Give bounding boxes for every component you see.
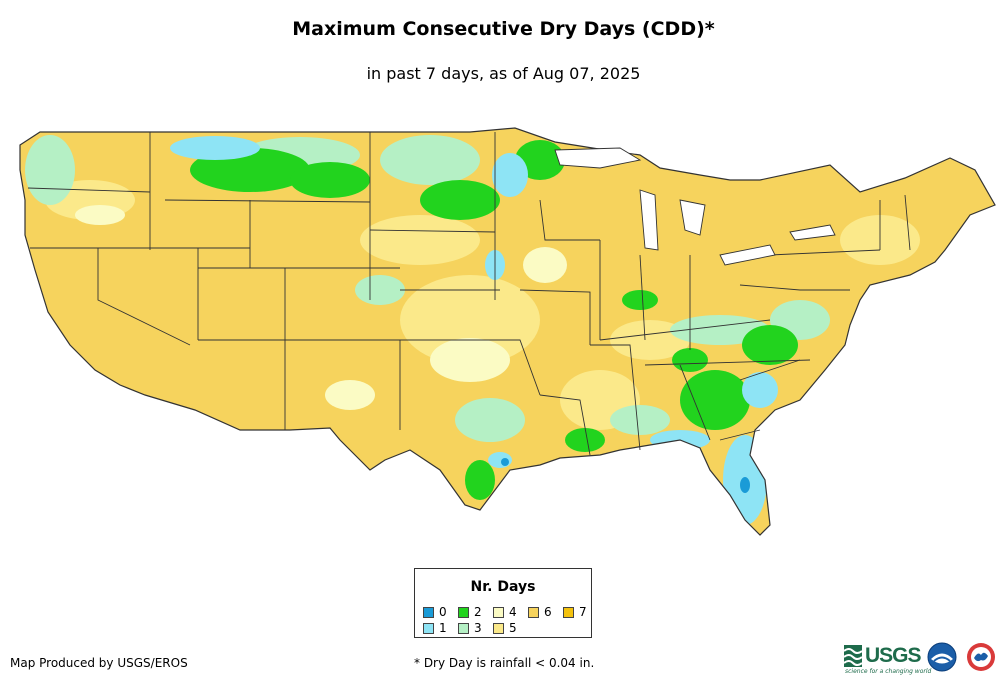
cdd-5-region xyxy=(360,215,480,265)
legend-swatch xyxy=(493,622,504,634)
usgs-tagline: science for a changing world xyxy=(845,668,932,675)
legend-label: 2 xyxy=(474,605,482,619)
footnote-text: * Dry Day is rainfall < 0.04 in. xyxy=(414,656,595,670)
cdd-1-region xyxy=(170,136,260,160)
legend-label: 0 xyxy=(439,605,447,619)
cdd-5-region xyxy=(400,275,540,365)
us-outline xyxy=(19,127,996,536)
cdd-2-region xyxy=(290,162,370,198)
cdd-0-region xyxy=(501,458,509,466)
cdd-3-region xyxy=(355,275,405,305)
legend-item-6: 6 xyxy=(528,605,552,619)
legend-swatch xyxy=(458,622,469,634)
cdd-0-region xyxy=(740,477,750,493)
legend-swatch xyxy=(458,606,469,618)
cdd-3-region xyxy=(455,398,525,442)
legend-label: 5 xyxy=(509,621,517,635)
cdd-2-region xyxy=(680,370,750,430)
noaa-logo-icon xyxy=(927,642,957,672)
cdd-3-region xyxy=(610,405,670,435)
credit-text: Map Produced by USGS/EROS xyxy=(10,656,188,670)
legend-label: 1 xyxy=(439,621,447,635)
legend-label: 6 xyxy=(544,605,552,619)
great-lakes xyxy=(554,147,836,266)
legend-label: 4 xyxy=(509,605,517,619)
cdd-1-region xyxy=(742,372,778,408)
map-subtitle: in past 7 days, as of Aug 07, 2025 xyxy=(366,64,641,83)
cdd-4-region xyxy=(430,338,510,382)
legend-item-2: 2 xyxy=(458,605,482,619)
legend-swatch xyxy=(563,606,574,618)
state-borders xyxy=(27,132,911,456)
cdd-2-region xyxy=(742,325,798,365)
usgs-logo-text: USGS xyxy=(865,644,922,667)
legend-item-4: 4 xyxy=(493,605,517,619)
legend-title: Nr. Days xyxy=(470,579,536,595)
legend-item-5: 5 xyxy=(493,621,517,635)
cdd-3-region xyxy=(25,135,75,205)
cdd-2-region xyxy=(465,460,495,500)
usgs-logo: USGS xyxy=(844,644,922,668)
cdd-2-region xyxy=(420,180,500,220)
usgs-wave-icon xyxy=(844,645,862,667)
legend-label: 3 xyxy=(474,621,482,635)
legend-swatch xyxy=(493,606,504,618)
map-title: Maximum Consecutive Dry Days (CDD)* xyxy=(292,18,715,40)
legend-item-7: 7 xyxy=(563,605,587,619)
legend-swatch xyxy=(423,606,434,618)
cdd-map xyxy=(19,127,996,536)
legend-label: 7 xyxy=(579,605,587,619)
legend-box: Nr. Days 0 1 2 3 4 5 6 7 xyxy=(414,568,592,638)
cdd-4-region xyxy=(325,380,375,410)
cdd-2-region xyxy=(622,290,658,310)
legend-item-0: 0 xyxy=(423,605,447,619)
cdd-4-region xyxy=(75,205,125,225)
legend-item-3: 3 xyxy=(458,621,482,635)
legend-swatch xyxy=(528,606,539,618)
cdd-4-region xyxy=(523,247,567,283)
legend-item-1: 1 xyxy=(423,621,447,635)
cdd-3-region xyxy=(380,135,480,185)
cdd-1-region xyxy=(492,153,528,197)
cdd-2-region xyxy=(672,348,708,372)
cdd-2-region xyxy=(565,428,605,452)
nws-logo-icon xyxy=(967,643,995,671)
legend-swatch xyxy=(423,622,434,634)
